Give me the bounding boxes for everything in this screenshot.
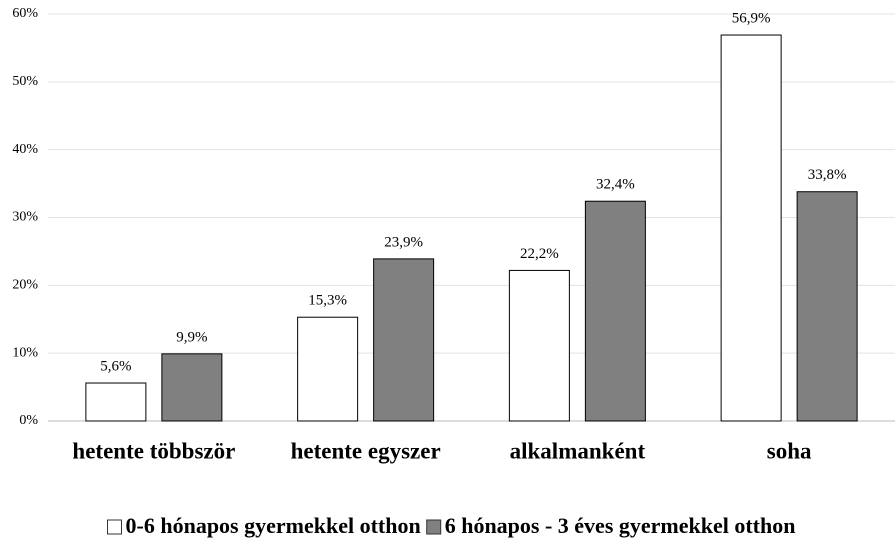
bar xyxy=(297,316,359,422)
bar xyxy=(720,34,782,422)
bar xyxy=(584,200,646,422)
value-label: 32,4% xyxy=(596,177,635,193)
y-tick-label: 50% xyxy=(12,74,38,89)
x-tick-label: hetente egyszer xyxy=(291,438,441,463)
y-tick-label: 0% xyxy=(19,413,38,428)
value-label: 15,3% xyxy=(308,293,347,309)
legend-swatch xyxy=(426,519,442,535)
value-label: 22,2% xyxy=(520,246,559,262)
bar xyxy=(373,258,435,422)
value-label: 9,9% xyxy=(176,329,207,345)
y-tick-label: 30% xyxy=(12,210,38,225)
legend-label: 6 hónapos - 3 éves gyermekkel otthon xyxy=(445,513,796,538)
legend-label: 0-6 hónapos gyermekkel otthon xyxy=(126,513,421,538)
x-tick-label: alkalmanként xyxy=(510,438,646,463)
bar xyxy=(508,269,570,422)
y-tick-label: 20% xyxy=(12,278,38,293)
bar xyxy=(85,382,147,422)
value-label: 23,9% xyxy=(384,234,423,250)
value-label: 5,6% xyxy=(100,358,131,374)
y-tick-label: 10% xyxy=(12,345,38,360)
x-tick-label: hetente többször xyxy=(72,438,235,463)
y-tick-label: 60% xyxy=(12,6,38,21)
value-label: 56,9% xyxy=(732,10,771,26)
x-tick-label: soha xyxy=(767,438,812,463)
value-label: 33,8% xyxy=(808,167,847,183)
y-tick-label: 40% xyxy=(12,142,38,157)
legend-swatch xyxy=(107,519,123,535)
bar xyxy=(796,191,858,422)
bar xyxy=(161,353,223,422)
